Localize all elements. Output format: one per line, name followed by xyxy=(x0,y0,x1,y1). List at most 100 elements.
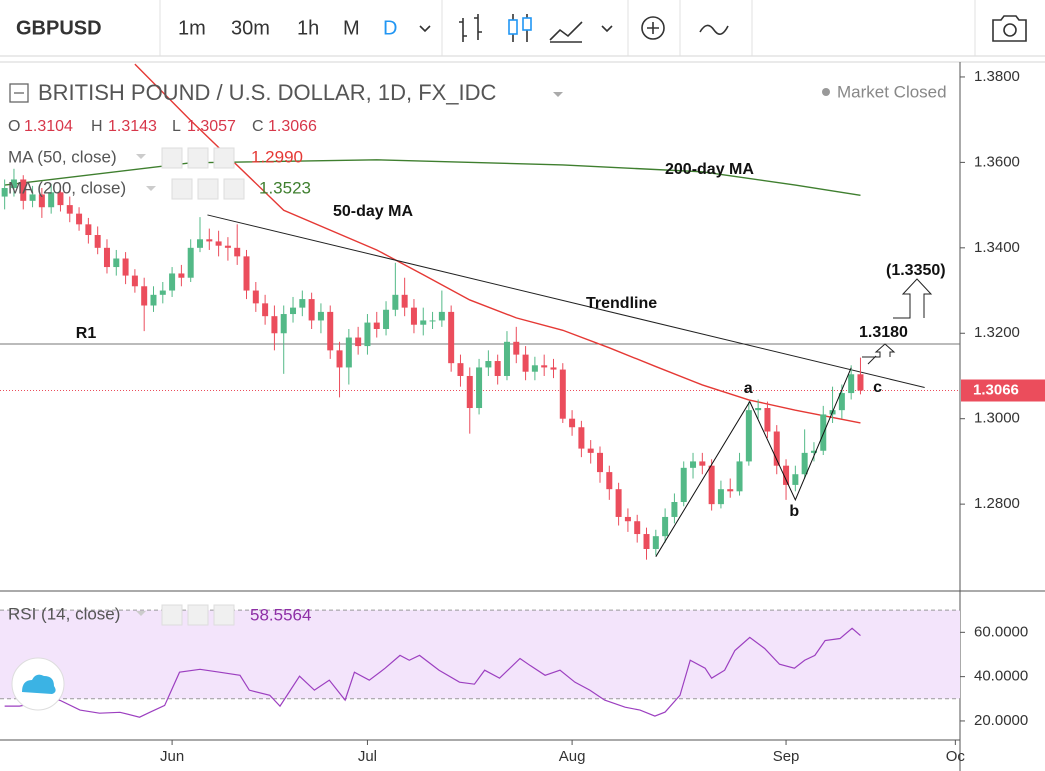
candle-body xyxy=(383,309,390,329)
candle-body xyxy=(224,245,231,248)
candle-body xyxy=(559,369,566,419)
candle-body xyxy=(141,286,148,306)
x-tick-label: Jul xyxy=(358,748,377,765)
candle-body xyxy=(169,273,176,291)
indicators-icon[interactable] xyxy=(641,16,665,40)
market-status: Market Closed xyxy=(837,82,947,101)
bars-icon[interactable] xyxy=(459,14,482,42)
candle-body xyxy=(485,361,492,368)
candle-body xyxy=(810,450,817,453)
symbol[interactable]: GBPUSD xyxy=(16,17,102,39)
candle-body xyxy=(513,341,520,355)
ma-legend-value: 1.2990 xyxy=(251,147,303,166)
interval-active[interactable]: D xyxy=(383,17,397,39)
compare-icon[interactable] xyxy=(699,24,729,35)
candle-body xyxy=(1,188,8,197)
candle-body xyxy=(392,294,399,310)
candle-body xyxy=(197,239,203,248)
legend-dropdown[interactable] xyxy=(146,186,156,191)
indicators-plus xyxy=(647,22,659,34)
candle-body xyxy=(317,311,324,321)
legend-dropdown[interactable] xyxy=(136,611,146,616)
interval[interactable]: 1h xyxy=(297,17,319,39)
interval[interactable]: 1m xyxy=(178,17,206,39)
annotations: 200-day MA 50-day MA Trendline 1.3180 (1… xyxy=(333,161,946,365)
candle-body xyxy=(290,307,297,315)
rsi-legend-name: RSI (14, close) xyxy=(8,604,120,623)
candle-body xyxy=(94,235,101,248)
candle-body xyxy=(652,536,659,549)
interval[interactable]: 30m xyxy=(231,17,270,39)
candle-body xyxy=(578,427,585,449)
candle-body xyxy=(680,467,687,502)
toolbar: GBPUSD 1m 30m 1h M D xyxy=(0,0,1045,57)
support-label: R1 xyxy=(76,325,97,342)
interval-dropdown[interactable] xyxy=(419,25,431,33)
ohlc-value: 1.3143 xyxy=(108,118,157,135)
area-icon[interactable] xyxy=(549,21,583,43)
candle-body xyxy=(66,205,73,214)
remove-button[interactable] xyxy=(213,147,235,169)
style-dropdown[interactable] xyxy=(601,25,613,33)
candle-body xyxy=(150,294,157,306)
y-tick-label: 1.3200 xyxy=(974,324,1020,341)
title-dropdown[interactable] xyxy=(553,92,563,97)
x-tick-label: Oc xyxy=(946,748,966,765)
arrow-small xyxy=(862,343,896,358)
candle-body xyxy=(531,365,538,372)
arrow-connector xyxy=(867,355,877,365)
candle-body xyxy=(159,290,166,295)
visibility-button[interactable] xyxy=(161,147,183,169)
candle-body xyxy=(178,273,185,278)
wave-label: a xyxy=(744,380,753,397)
y-tick-label: 1.3800 xyxy=(974,68,1020,85)
candle-body xyxy=(29,194,36,201)
candle-body xyxy=(838,393,845,411)
wave-label: b xyxy=(789,503,799,520)
candle-body xyxy=(187,247,194,278)
candle-body xyxy=(671,502,678,517)
remove-button[interactable] xyxy=(223,178,245,200)
y-tick-label: 40.0000 xyxy=(974,668,1028,685)
legend-dropdown[interactable] xyxy=(136,154,146,159)
snapshot-lens xyxy=(1003,23,1017,37)
candle-body xyxy=(764,408,771,432)
visibility-button[interactable] xyxy=(161,604,183,626)
annotation: 200-day MA xyxy=(665,161,754,178)
collapse-button[interactable] xyxy=(9,83,29,103)
settings-button[interactable] xyxy=(197,178,219,200)
snapshot-icon[interactable] xyxy=(992,15,1027,42)
rsi-line xyxy=(4,627,861,718)
annotation: (1.3350) xyxy=(886,262,946,279)
candle-body xyxy=(57,192,64,206)
settings-button[interactable] xyxy=(187,147,209,169)
candle-body xyxy=(476,367,483,409)
candle-body xyxy=(429,320,436,322)
visibility-button[interactable] xyxy=(171,178,193,200)
x-tick-label: Jun xyxy=(160,748,184,765)
interval[interactable]: M xyxy=(343,17,360,39)
annotation: 50-day MA xyxy=(333,203,413,220)
candle-body xyxy=(448,311,455,364)
y-tick-label: 1.3600 xyxy=(974,153,1020,170)
settings-button[interactable] xyxy=(187,604,209,626)
remove-button[interactable] xyxy=(213,604,235,626)
candle-body xyxy=(345,337,352,368)
candle-body xyxy=(466,375,473,409)
moving-average xyxy=(134,63,861,424)
candle-body xyxy=(717,489,724,505)
logo-cloud xyxy=(22,674,56,694)
candle-body xyxy=(252,290,259,304)
price-pane xyxy=(0,63,960,560)
candle-body xyxy=(634,521,641,535)
candle-body xyxy=(597,452,603,473)
candle-body xyxy=(113,258,120,268)
candle-body xyxy=(848,374,855,394)
axes: 1.2800 1.3000 1.3200 1.3400 1.3600 1.3800 Jun J… xyxy=(160,68,1045,765)
rsi-legend-value: 58.5564 xyxy=(250,605,311,624)
x-tick-label: Sep xyxy=(773,748,800,765)
candle-body xyxy=(299,299,306,308)
candle-body xyxy=(262,303,269,317)
ohlc-letter: L xyxy=(172,118,181,135)
